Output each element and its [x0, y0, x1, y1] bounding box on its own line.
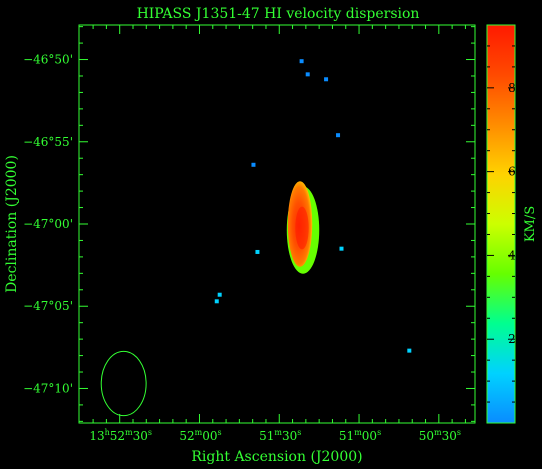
galaxy-core — [295, 206, 309, 250]
emission-clump — [336, 133, 341, 138]
emission-clump — [407, 348, 412, 353]
y-axis-label: Declination (J2000) — [4, 155, 20, 293]
x-tick-label: 50m30s — [419, 428, 461, 443]
emission-clump — [217, 292, 222, 297]
colorbar-tick-label: 2 — [508, 332, 516, 346]
emission-clump — [214, 299, 219, 304]
x-tick-label: 51m30s — [259, 428, 301, 443]
beam-ellipse — [100, 350, 147, 417]
chart-title: HIPASS J1351-47 HI velocity dispersion — [137, 6, 420, 22]
y-tick-label: −46°55' — [23, 135, 73, 149]
plot-frame — [78, 24, 476, 424]
emission-clump — [339, 246, 344, 251]
y-tick-label: −47°00' — [23, 217, 73, 231]
x-axis-label: Right Ascension (J2000) — [191, 449, 362, 465]
emission-clump — [324, 77, 329, 82]
colorbar-tick-label: 4 — [508, 248, 516, 262]
axis-ticks: 13h52m30s 52m00s 51m30s 51m00s 50m30s −46°50'… — [23, 25, 475, 443]
y-tick-label: −47°10' — [23, 381, 73, 395]
x-tick-label: 13h52m30s — [89, 428, 152, 443]
emission-clump — [299, 59, 304, 64]
emission-clump — [305, 72, 310, 77]
plot-area — [78, 24, 476, 424]
x-tick-label: 51m00s — [339, 428, 381, 443]
emission-clump — [255, 249, 260, 254]
colorbar-tick-label: 8 — [508, 81, 516, 95]
y-tick-label: −46°50' — [23, 53, 73, 67]
colorbar-tick-label: 6 — [508, 165, 516, 179]
y-tick-label: −47°05' — [23, 299, 73, 313]
emission-clump — [251, 162, 256, 167]
colorbar: 2 4 6 8 KM/S — [486, 24, 538, 424]
x-tick-label: 52m00s — [179, 428, 221, 443]
colorbar-scale — [486, 24, 516, 424]
colorbar-label: KM/S — [523, 206, 538, 242]
colorbar-ticks: 2 4 6 8 — [487, 45, 516, 403]
